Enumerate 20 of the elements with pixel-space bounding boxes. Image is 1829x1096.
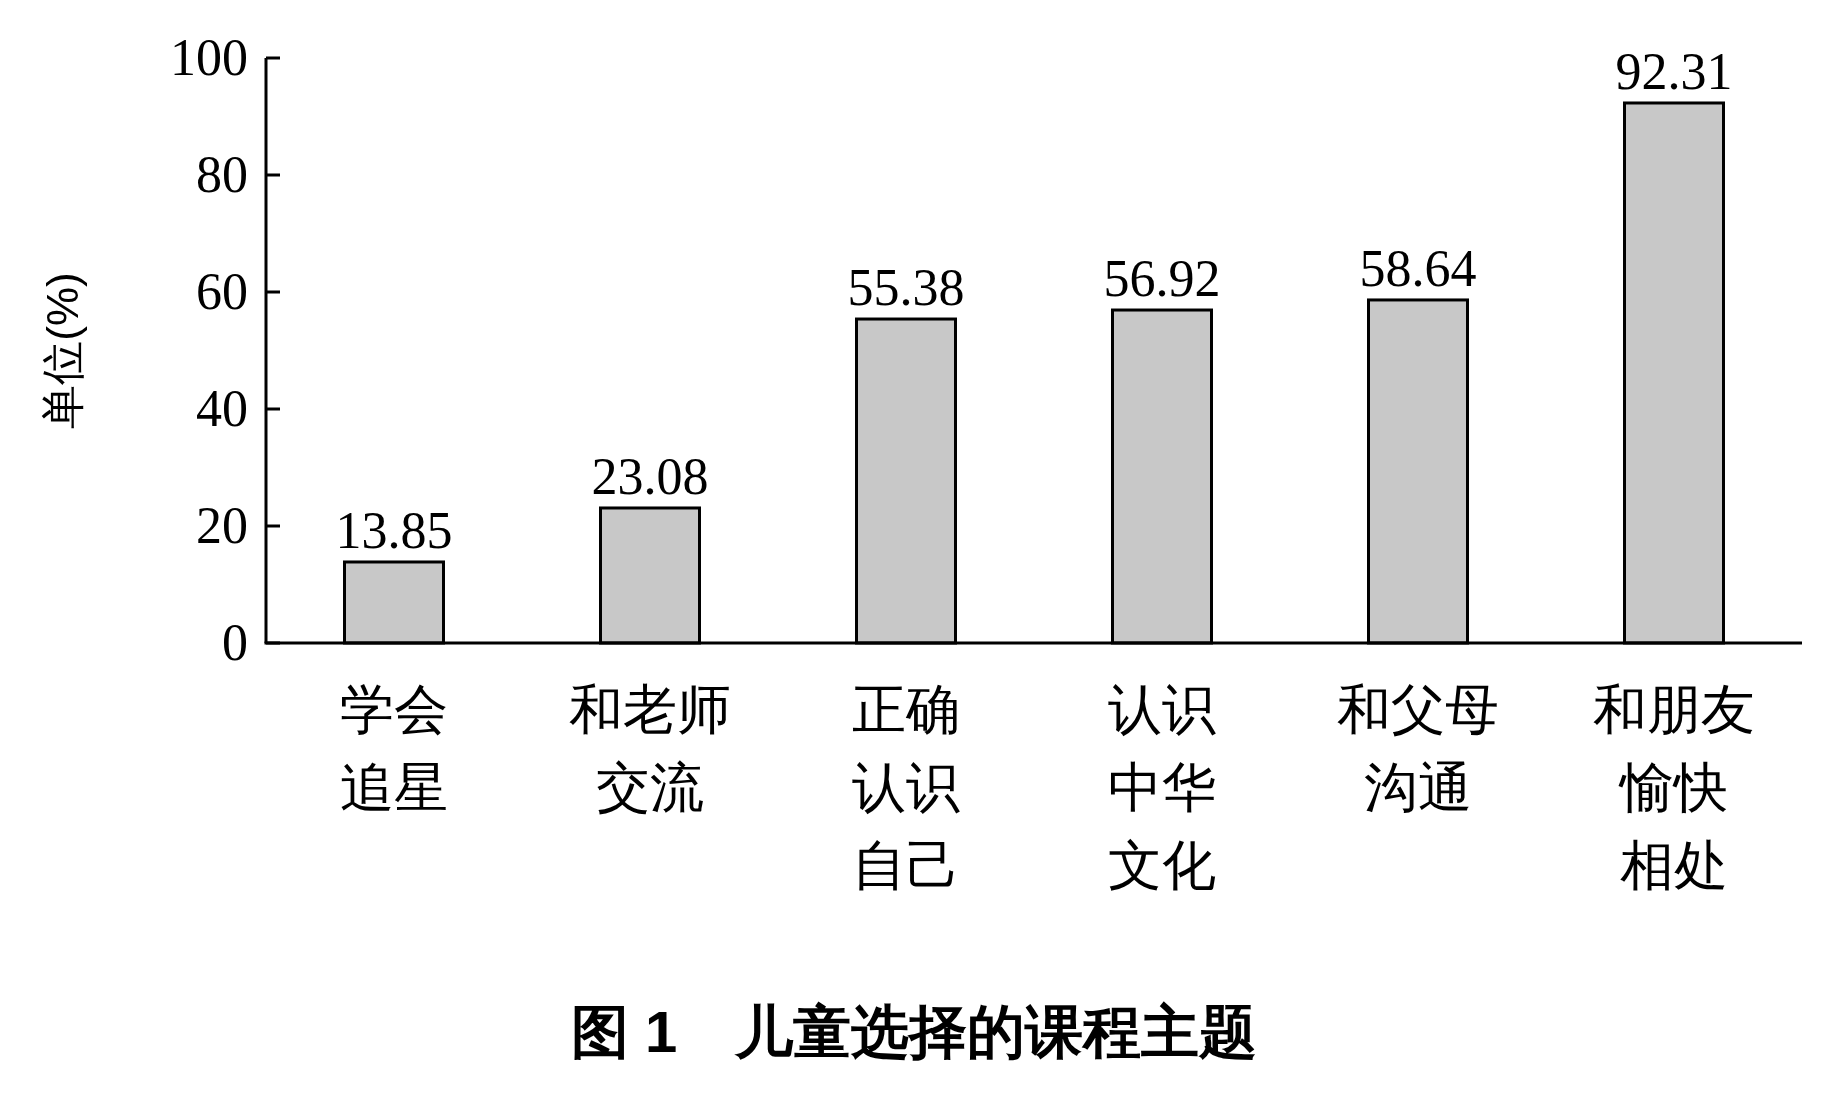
y-tick-label: 60 (196, 263, 248, 320)
data-label: 58.64 (1359, 239, 1477, 297)
y-tick-label: 40 (196, 380, 248, 437)
data-label: 23.08 (591, 447, 709, 505)
x-tick-label: 认识中华文化 (1108, 679, 1216, 895)
y-axis-title: 单位(%) (38, 272, 87, 429)
y-tick-label: 0 (222, 614, 248, 671)
y-tick-label: 80 (196, 146, 248, 203)
y-tick-label: 100 (170, 29, 248, 86)
y-tick-label: 20 (196, 497, 248, 554)
text: 图 1 儿童选择的课程主题 (570, 999, 1258, 1064)
data-label: 92.31 (1615, 42, 1733, 100)
data-label: 56.92 (1103, 250, 1221, 308)
x-tick-label: 和朋友愉快相处 (1593, 679, 1755, 895)
x-tick-label: 学会追星 (340, 679, 448, 817)
data-label: 55.38 (847, 259, 965, 317)
x-tick-label: 正确认识自己 (852, 679, 960, 895)
x-tick-label: 和老师交流 (569, 679, 731, 817)
x-tick-label: 和父母沟通 (1337, 679, 1499, 817)
data-label: 13.85 (335, 501, 453, 559)
